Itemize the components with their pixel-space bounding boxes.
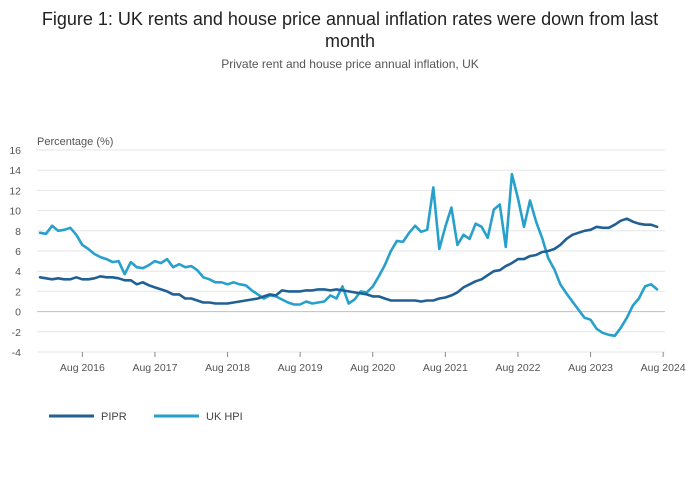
x-tick-label: Aug 2024 [641,362,686,374]
y-tick-labels: 16 14 12 10 8 6 4 2 0 -2 -4 [9,145,21,359]
legend-label[interactable]: PIPR [101,411,127,423]
x-tick-label: Aug 2019 [278,362,323,374]
y-tick-label: 14 [9,165,21,177]
chart-title: Figure 1: UK rents and house price annua… [41,9,659,51]
y-tick-label: 4 [15,266,21,278]
x-tick-label: Aug 2023 [568,362,613,374]
y-tick-label: 10 [9,206,21,218]
series-line-pipr [38,217,659,305]
x-tick-label: Aug 2020 [350,362,395,374]
x-tick-label: Aug 2021 [423,362,468,374]
y-tick-label: 16 [9,145,21,157]
y-tick-label: 0 [15,307,21,319]
series-line-uk-hpi [38,172,659,338]
x-tick-label: Aug 2018 [205,362,250,374]
y-axis-label: Percentage (%) [37,136,114,148]
grid-lines [37,149,665,353]
y-tick-label: 6 [15,246,21,258]
y-tick-label: 2 [15,286,21,298]
y-tick-label: -4 [12,347,21,359]
x-tick-label: Aug 2017 [132,362,177,374]
y-tick-label: 12 [9,185,21,197]
legend-label[interactable]: UK HPI [206,411,243,423]
y-tick-label: -2 [12,327,21,339]
y-tick-label: 8 [15,226,21,238]
legend[interactable]: PIPR UK HPI [49,411,243,423]
x-tick-labels: Aug 2016 Aug 2017 Aug 2018 Aug 2019 Aug 2020… [60,352,686,374]
x-tick-label: Aug 2016 [60,362,105,374]
chart-subtitle: Private rent and house price annual infl… [221,57,479,71]
x-tick-label: Aug 2022 [495,362,540,374]
series-lines [38,172,659,338]
